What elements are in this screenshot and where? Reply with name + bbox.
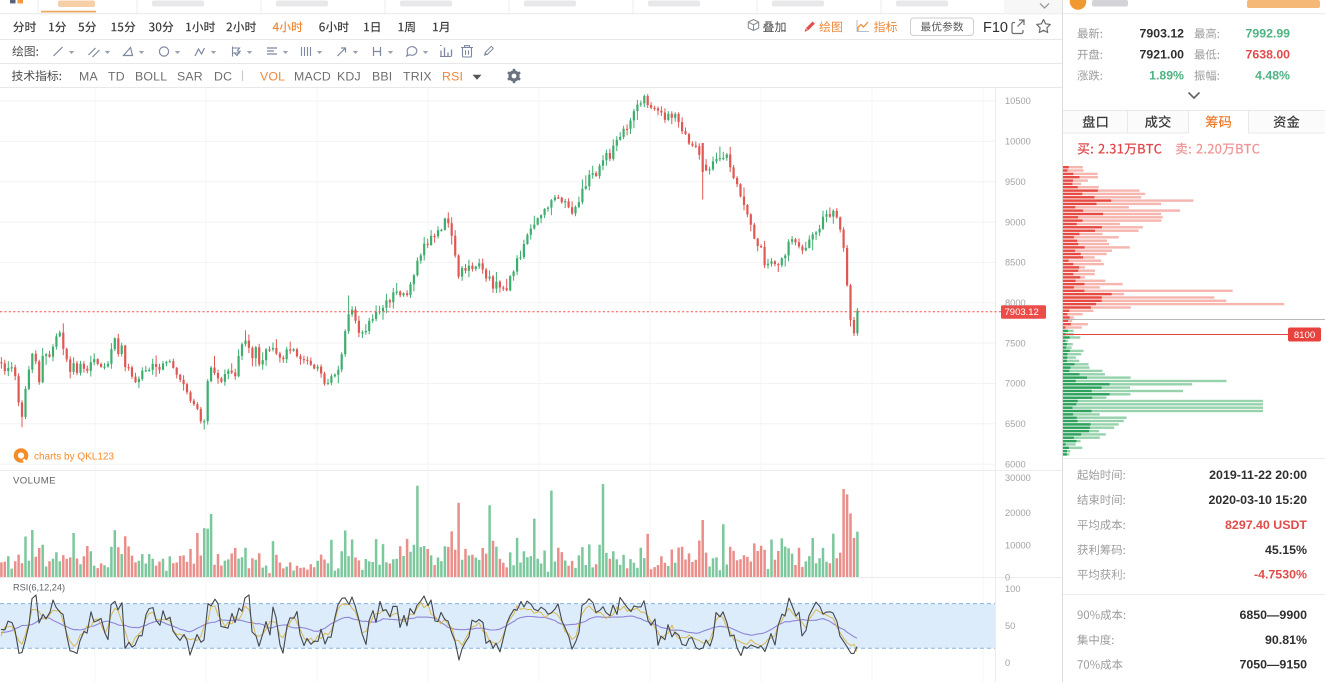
svg-text:7921.00: 7921.00 [1140, 48, 1185, 62]
svg-text:8500: 8500 [1005, 258, 1026, 268]
svg-text:7500: 7500 [1005, 338, 1026, 348]
svg-text:10000: 10000 [1005, 137, 1031, 147]
svg-text:RSI(6,12,24): RSI(6,12,24) [13, 583, 65, 593]
svg-text:DC: DC [214, 69, 232, 83]
svg-text:7000: 7000 [1005, 379, 1026, 389]
svg-text:9500: 9500 [1005, 177, 1026, 187]
svg-text:4.48%: 4.48% [1255, 69, 1290, 83]
svg-text:0: 0 [1005, 658, 1010, 668]
svg-text:6000: 6000 [1005, 459, 1026, 469]
svg-text:BBI: BBI [372, 69, 392, 83]
svg-text:7050—9150: 7050—9150 [1239, 658, 1307, 672]
svg-text:7638.00: 7638.00 [1246, 48, 1291, 62]
svg-text:SAR: SAR [177, 69, 203, 83]
svg-text:8000: 8000 [1005, 298, 1026, 308]
svg-text:TRIX: TRIX [403, 69, 432, 83]
svg-text:2020-03-10 15:20: 2020-03-10 15:20 [1208, 493, 1307, 507]
svg-text:1.89%: 1.89% [1149, 69, 1184, 83]
svg-text:7992.99: 7992.99 [1246, 27, 1291, 41]
svg-text:10500: 10500 [1005, 96, 1031, 106]
svg-text:MA: MA [79, 69, 98, 83]
svg-text:F10: F10 [983, 20, 1008, 36]
svg-text:90.81%: 90.81% [1265, 633, 1307, 647]
svg-text:7903.12: 7903.12 [1005, 307, 1039, 318]
svg-text:0: 0 [1005, 573, 1010, 583]
svg-text:9000: 9000 [1005, 217, 1026, 227]
svg-text:BOLL: BOLL [135, 69, 167, 83]
svg-text:TD: TD [108, 69, 125, 83]
svg-text:30000: 30000 [1005, 473, 1031, 483]
svg-text:8100: 8100 [1294, 330, 1315, 341]
svg-text:6500: 6500 [1005, 419, 1026, 429]
svg-text:VOL: VOL [260, 69, 285, 83]
svg-text:50: 50 [1005, 621, 1015, 631]
svg-text:20000: 20000 [1005, 508, 1031, 518]
svg-text:KDJ: KDJ [337, 69, 361, 83]
svg-text:RSI: RSI [442, 69, 463, 83]
svg-text:6850—9900: 6850—9900 [1239, 608, 1307, 622]
svg-text:10000: 10000 [1005, 541, 1031, 551]
svg-text:VOLUME: VOLUME [13, 476, 56, 487]
svg-text:2019-11-22 20:00: 2019-11-22 20:00 [1209, 468, 1307, 482]
svg-text:7903.12: 7903.12 [1140, 27, 1185, 41]
svg-text:MACD: MACD [294, 69, 331, 83]
svg-text:8297.40 USDT: 8297.40 USDT [1225, 518, 1307, 532]
svg-text:100: 100 [1005, 584, 1021, 594]
svg-text:-4.7530%: -4.7530% [1254, 568, 1307, 582]
svg-text:45.15%: 45.15% [1265, 543, 1307, 557]
svg-text:charts by QKL123: charts by QKL123 [34, 451, 114, 462]
